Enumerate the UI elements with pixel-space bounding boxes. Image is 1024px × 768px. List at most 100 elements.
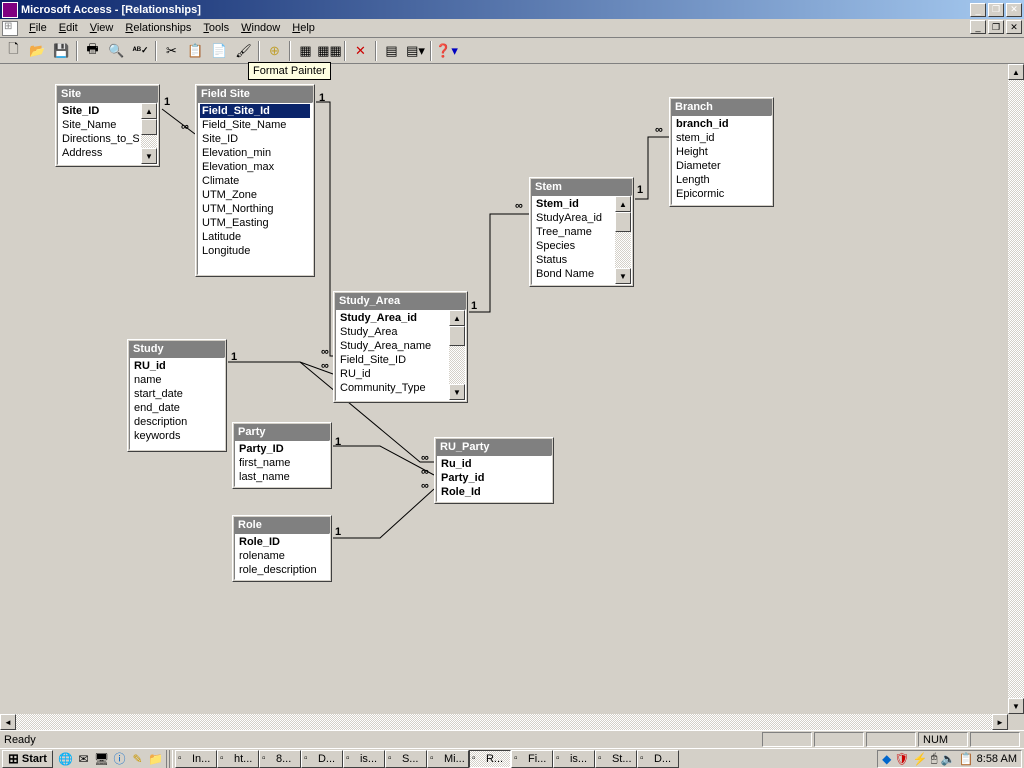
taskbar-item[interactable]: ▫R... xyxy=(469,750,511,768)
minimize-button[interactable]: _ xyxy=(970,3,986,17)
open-button[interactable]: 📂 xyxy=(26,40,49,62)
mdi-restore-button[interactable]: ❐ xyxy=(988,20,1004,34)
help-button[interactable]: ❓▾ xyxy=(435,40,458,62)
paste-button[interactable]: 📄 xyxy=(208,40,231,62)
new-button[interactable]: 🗋 xyxy=(2,40,25,62)
table-header[interactable]: Study xyxy=(129,341,225,357)
mdi-icon[interactable] xyxy=(2,21,18,36)
maximize-button[interactable]: ❐ xyxy=(988,3,1004,17)
field-stem-id[interactable]: stem_id xyxy=(674,131,769,145)
horizontal-scrollbar[interactable]: ◄ ► xyxy=(0,714,1008,730)
field-first-name[interactable]: first_name xyxy=(237,456,327,470)
table-header[interactable]: Stem xyxy=(531,179,632,195)
tray-icon[interactable]: ◆ xyxy=(882,752,891,766)
field-utm-easting[interactable]: UTM_Easting xyxy=(200,216,310,230)
field-directions-to-si[interactable]: Directions_to_Si xyxy=(60,132,139,146)
field-last-name[interactable]: last_name xyxy=(237,470,327,484)
table-header[interactable]: Party xyxy=(234,424,330,440)
table-header[interactable]: Role xyxy=(234,517,330,533)
field-rolename[interactable]: rolename xyxy=(237,549,327,563)
field-field-site-name[interactable]: Field_Site_Name xyxy=(200,118,310,132)
show-all-button[interactable]: ▦▦ xyxy=(318,40,341,62)
field-latitude[interactable]: Latitude xyxy=(200,230,310,244)
vertical-scrollbar[interactable]: ▲ ▼ xyxy=(1008,64,1024,730)
field-longitude[interactable]: Longitude xyxy=(200,244,310,258)
menu-view[interactable]: View xyxy=(84,20,120,36)
field-community-type[interactable]: Community_Type xyxy=(338,381,447,395)
table-studyarea[interactable]: Study_AreaStudy_Area_idStudy_AreaStudy_A… xyxy=(333,291,468,403)
field-role-id[interactable]: Role_Id xyxy=(439,485,549,499)
taskbar-item[interactable]: ▫D... xyxy=(301,750,343,768)
field-party-id[interactable]: Party_id xyxy=(439,471,549,485)
new-object-button[interactable]: ▤▾ xyxy=(404,40,427,62)
field-elevation-min[interactable]: Elevation_min xyxy=(200,146,310,160)
field-bond-name[interactable]: Bond Name xyxy=(534,267,613,281)
clear-layout-button[interactable]: ✕ xyxy=(349,40,372,62)
table-study[interactable]: Study RU_idnamestart_dateend_datedescript… xyxy=(127,339,227,452)
menu-file[interactable]: File xyxy=(23,20,53,36)
field-height[interactable]: Height xyxy=(674,145,769,159)
field-start-date[interactable]: start_date xyxy=(132,387,222,401)
database-window-button[interactable]: ▤ xyxy=(380,40,403,62)
field-utm-northing[interactable]: UTM_Northing xyxy=(200,202,310,216)
field-climate[interactable]: Climate xyxy=(200,174,310,188)
table-role[interactable]: RoleRole_IDrolenamerole_description xyxy=(232,515,332,582)
field-branch-id[interactable]: branch_id xyxy=(674,117,769,131)
menu-window[interactable]: Window xyxy=(235,20,286,36)
field-elevation-max[interactable]: Elevation_max xyxy=(200,160,310,174)
ql-icon[interactable]: 🖥 xyxy=(93,751,110,767)
field-site-id[interactable]: Site_ID xyxy=(200,132,310,146)
ql-icon[interactable]: ✉ xyxy=(75,751,92,767)
ql-icon[interactable]: ✎ xyxy=(129,751,146,767)
show-table-button[interactable]: ⊕ xyxy=(263,40,286,62)
cut-button[interactable]: ✂ xyxy=(160,40,183,62)
format-painter-button[interactable]: 🖌 xyxy=(232,40,255,62)
taskbar-item[interactable]: ▫In... xyxy=(175,750,217,768)
taskbar-item[interactable]: ▫Fi... xyxy=(511,750,553,768)
field-name[interactable]: name xyxy=(132,373,222,387)
field-description[interactable]: description xyxy=(132,415,222,429)
scroll-left-button[interactable]: ◄ xyxy=(0,714,16,730)
preview-button[interactable]: 🔍 xyxy=(105,40,128,62)
field-ru-id[interactable]: RU_id xyxy=(132,359,222,373)
ql-icon[interactable]: ⓘ xyxy=(111,751,128,767)
show-direct-button[interactable]: ▦ xyxy=(294,40,317,62)
table-stem[interactable]: StemStem_idStudyArea_idTree_nameSpeciesS… xyxy=(529,177,634,287)
field-field-site-id[interactable]: Field_Site_ID xyxy=(338,353,447,367)
table-header[interactable]: Field Site xyxy=(197,86,313,102)
field-site-name[interactable]: Site_Name xyxy=(60,118,139,132)
ql-icon[interactable]: 📁 xyxy=(147,751,164,767)
taskbar-item[interactable]: ▫8... xyxy=(259,750,301,768)
menu-tools[interactable]: Tools xyxy=(197,20,235,36)
table-scrollbar[interactable]: ▲▼ xyxy=(141,103,157,164)
scroll-right-button[interactable]: ► xyxy=(992,714,1008,730)
table-branch[interactable]: Branchbranch_idstem_idHeightDiameterLeng… xyxy=(669,97,774,207)
table-header[interactable]: Branch xyxy=(671,99,772,115)
tray-icon[interactable]: 🛡 xyxy=(894,752,909,766)
field-end-date[interactable]: end_date xyxy=(132,401,222,415)
taskbar-item[interactable]: ▫Mi... xyxy=(427,750,469,768)
table-ruparty[interactable]: RU_PartyRu_idParty_idRole_Id xyxy=(434,437,554,504)
field-tree-name[interactable]: Tree_name xyxy=(534,225,613,239)
scroll-up-button[interactable]: ▲ xyxy=(1008,64,1024,80)
taskbar-item[interactable]: ▫D... xyxy=(637,750,679,768)
field-keywords[interactable]: keywords xyxy=(132,429,222,443)
table-site[interactable]: SiteSite_IDSite_NameDirections_to_SiAddr… xyxy=(55,84,160,167)
table-scrollbar[interactable]: ▲▼ xyxy=(449,310,465,400)
taskbar-item[interactable]: ▫ht... xyxy=(217,750,259,768)
spelling-button[interactable]: ᴬᴮ✓ xyxy=(129,40,152,62)
tray-icon[interactable]: 📋 xyxy=(959,752,974,766)
scroll-down-button[interactable]: ▼ xyxy=(1008,698,1024,714)
field-role-description[interactable]: role_description xyxy=(237,563,327,577)
menu-help[interactable]: Help xyxy=(286,20,321,36)
field-party-id[interactable]: Party_ID xyxy=(237,442,327,456)
system-tray[interactable]: ◆ 🛡 ⚡ 🖰 🔈 📋 8:58 AM xyxy=(877,750,1022,768)
field-diameter[interactable]: Diameter xyxy=(674,159,769,173)
taskbar-item[interactable]: ▫is... xyxy=(553,750,595,768)
copy-button[interactable]: 📋 xyxy=(184,40,207,62)
field-site-id[interactable]: Site_ID xyxy=(60,104,139,118)
field-studyarea-id[interactable]: StudyArea_id xyxy=(534,211,613,225)
close-button[interactable]: ✕ xyxy=(1006,3,1022,17)
tray-icon[interactable]: 🔈 xyxy=(941,752,956,766)
table-header[interactable]: RU_Party xyxy=(436,439,552,455)
